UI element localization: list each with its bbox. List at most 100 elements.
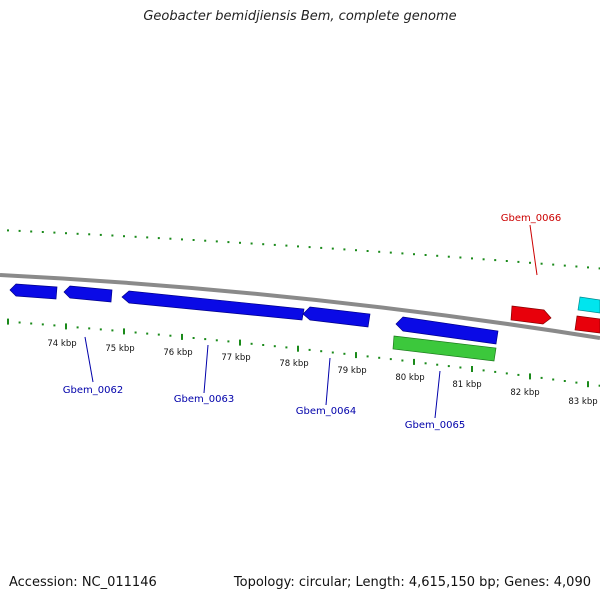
- rna-feature[interactable]: [392, 335, 497, 362]
- minor-tick: [424, 254, 427, 256]
- genome-stats-text: Topology: circular; Length: 4,615,150 bp…: [233, 575, 591, 590]
- minor-tick: [598, 384, 600, 387]
- major-tick: [123, 328, 125, 335]
- scale-label: 77 kbp: [221, 353, 250, 363]
- minor-tick: [320, 246, 323, 249]
- cds-feature-reverse[interactable]: [63, 285, 113, 303]
- gene-label[interactable]: Gbem_0063: [174, 394, 234, 405]
- minor-tick: [99, 233, 102, 236]
- gene-label[interactable]: Gbem_0065: [405, 420, 465, 431]
- major-tick: [413, 358, 415, 365]
- minor-tick: [366, 250, 369, 252]
- gene-label[interactable]: Gbem_0062: [63, 385, 123, 396]
- scale-label: 82 kbp: [510, 388, 539, 398]
- minor-tick: [494, 259, 497, 262]
- minor-tick: [18, 229, 21, 232]
- cds-feature-reverse[interactable]: [9, 283, 58, 300]
- major-tick: [587, 381, 589, 388]
- minor-tick: [378, 356, 381, 359]
- minor-tick: [366, 355, 369, 358]
- leader-line: [84, 336, 94, 383]
- tick-layer: [7, 229, 600, 388]
- minor-tick: [250, 342, 253, 345]
- scale-label: 74 kbp: [47, 339, 76, 349]
- minor-tick: [587, 266, 589, 269]
- major-tick: [181, 333, 183, 340]
- minor-tick: [157, 333, 160, 336]
- genome-backbone: [0, 273, 600, 340]
- minor-tick: [424, 362, 427, 365]
- minor-tick: [389, 251, 392, 254]
- minor-tick: [76, 326, 79, 329]
- minor-tick: [192, 239, 195, 241]
- minor-tick: [41, 231, 44, 233]
- major-tick: [239, 339, 241, 346]
- cds-feature-reverse[interactable]: [395, 316, 499, 345]
- minor-tick: [134, 235, 137, 238]
- minor-tick: [111, 234, 114, 237]
- minor-tick: [227, 241, 230, 244]
- cds-feature-reverse[interactable]: [302, 306, 371, 328]
- minor-tick: [389, 358, 392, 361]
- minor-tick: [575, 381, 578, 384]
- minor-tick: [157, 237, 160, 240]
- minor-tick: [482, 258, 485, 261]
- minor-tick: [41, 323, 44, 326]
- major-tick: [7, 318, 9, 325]
- minor-tick: [331, 247, 334, 250]
- minor-tick: [123, 235, 125, 238]
- minor-tick: [7, 229, 9, 232]
- minor-tick: [204, 239, 207, 242]
- scale-label: 80 kbp: [395, 373, 424, 383]
- minor-tick: [413, 253, 415, 256]
- scale-label: 75 kbp: [105, 344, 134, 354]
- major-tick: [355, 352, 357, 359]
- leader-line: [529, 224, 538, 276]
- minor-tick: [76, 232, 79, 235]
- scale-labels: 74 kbp 75 kbp 76 kbp 77 kbp 78 kbp 79 kb…: [47, 339, 597, 407]
- minor-tick: [598, 267, 600, 270]
- cds-feature-forward[interactable]: [574, 315, 600, 334]
- minor-tick: [355, 249, 357, 252]
- minor-tick: [262, 344, 265, 346]
- minor-tick: [273, 243, 276, 246]
- minor-tick: [146, 236, 149, 239]
- minor-tick: [459, 366, 462, 369]
- minor-tick: [181, 238, 183, 241]
- misc-feature[interactable]: [577, 296, 600, 314]
- map-title: Geobacter bemidjiensis Bem, complete gen…: [143, 9, 457, 24]
- minor-tick: [250, 242, 253, 245]
- minor-tick: [169, 237, 172, 240]
- minor-tick: [192, 337, 195, 339]
- minor-tick: [111, 329, 114, 332]
- minor-tick: [273, 345, 276, 348]
- minor-tick: [134, 331, 137, 334]
- minor-tick: [146, 332, 149, 335]
- minor-tick: [436, 363, 439, 366]
- minor-tick: [436, 254, 439, 257]
- minor-tick: [494, 370, 497, 373]
- minor-tick: [517, 373, 520, 376]
- minor-tick: [343, 352, 346, 355]
- leader-line: [325, 357, 331, 406]
- minor-tick: [482, 369, 485, 372]
- minor-tick: [30, 322, 33, 325]
- minor-tick: [320, 350, 323, 353]
- minor-tick: [401, 359, 404, 362]
- major-tick: [65, 323, 67, 330]
- minor-tick: [215, 339, 218, 342]
- cds-feature-forward[interactable]: [510, 305, 552, 325]
- cds-feature-reverse[interactable]: [121, 290, 305, 321]
- major-tick: [297, 345, 299, 352]
- minor-tick: [204, 338, 207, 341]
- minor-tick: [540, 262, 543, 265]
- scale-label: 78 kbp: [279, 359, 308, 369]
- minor-tick: [447, 365, 450, 368]
- minor-tick: [18, 321, 21, 324]
- minor-tick: [88, 327, 91, 330]
- accession-text: Accession: NC_011146: [9, 575, 157, 590]
- scale-label: 83 kbp: [568, 397, 597, 407]
- minor-tick: [563, 264, 566, 267]
- gene-label[interactable]: Gbem_0064: [296, 406, 356, 417]
- gene-label[interactable]: Gbem_0066: [501, 213, 561, 224]
